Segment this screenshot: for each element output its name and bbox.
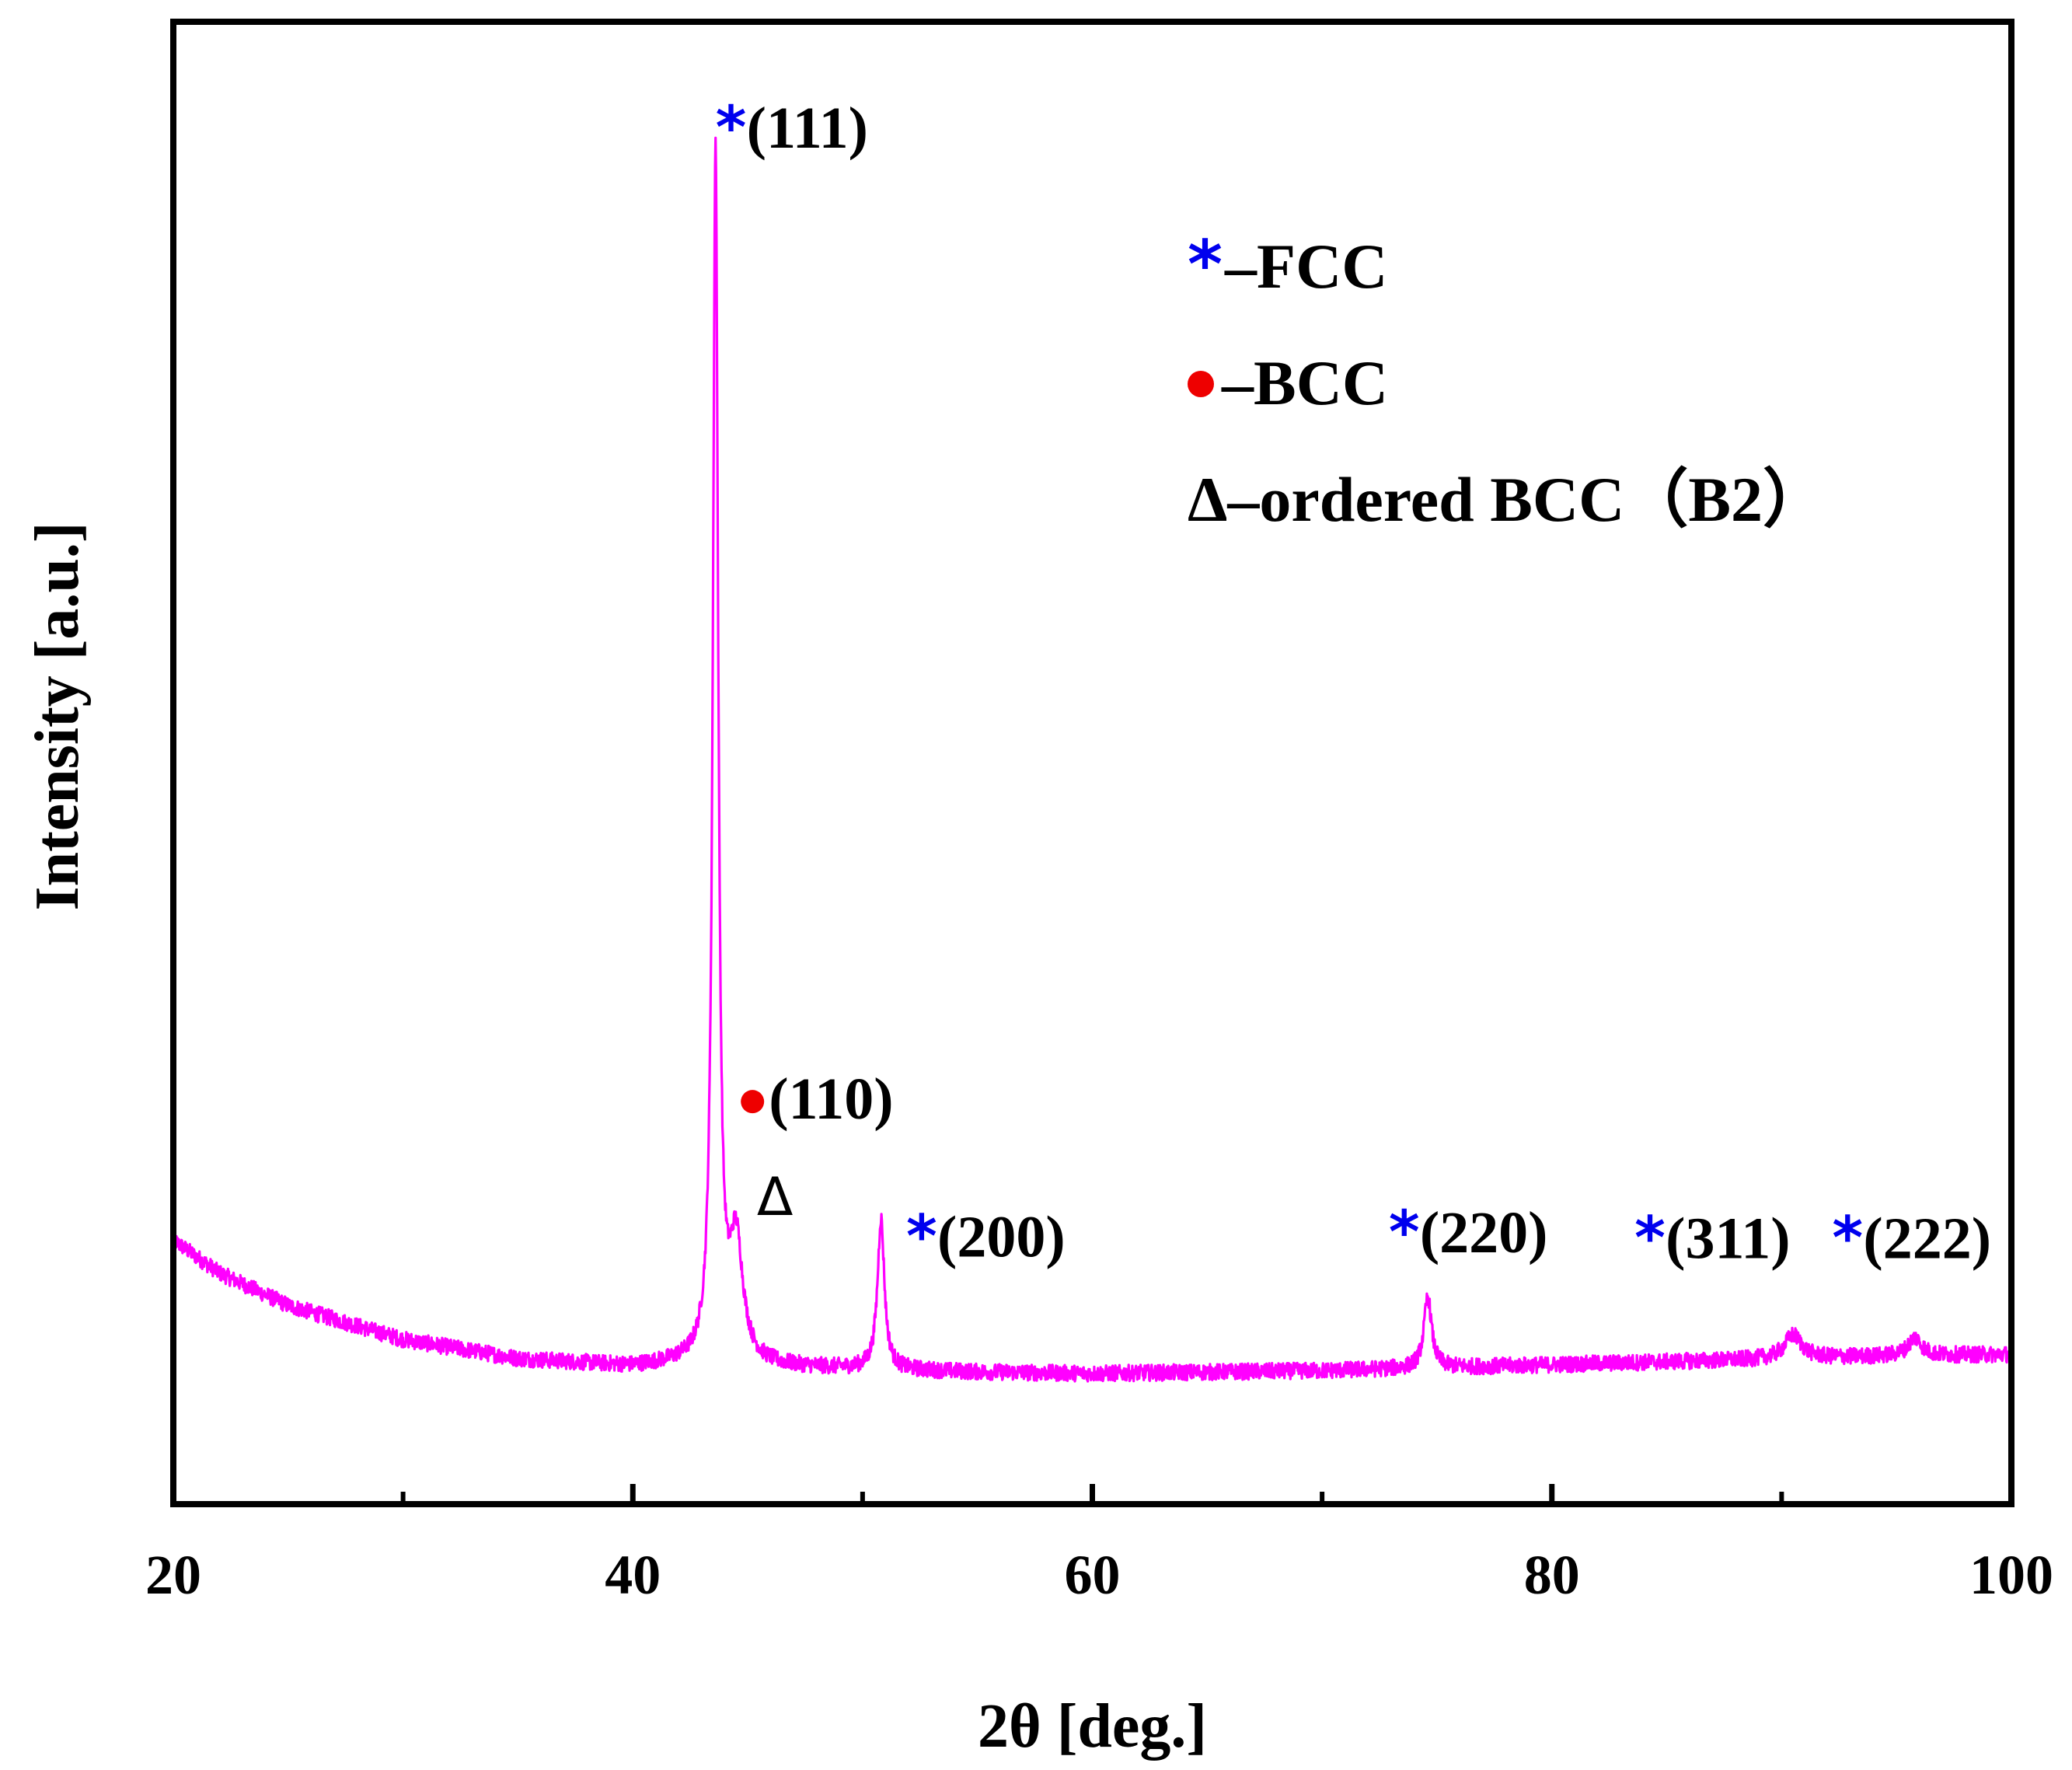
- fcc-star-marker: *: [1634, 1203, 1666, 1272]
- peak-annotation-p222: * (222): [1832, 1203, 1991, 1272]
- plot-frame: [170, 19, 2014, 1507]
- peak-annotation-p110: (110): [741, 1067, 894, 1132]
- peak-label: (220): [1420, 1200, 1548, 1266]
- peak-annotation-pB2: Δ: [757, 1167, 794, 1228]
- fcc-star-marker: *: [1832, 1203, 1863, 1272]
- x-tick-label: 80: [1524, 1544, 1580, 1606]
- legend-entry: –BCC: [1188, 347, 1388, 418]
- peak-label: Δ: [757, 1167, 794, 1228]
- fcc-star-marker: *: [906, 1202, 937, 1271]
- xrd-pattern-line: [172, 136, 2013, 1475]
- fcc-star-marker: *: [716, 93, 747, 162]
- legend-bcc-dot: [1188, 371, 1214, 397]
- plot-area: [172, 136, 2013, 1475]
- x-tick-label: 40: [605, 1544, 661, 1606]
- peak-label: (111): [747, 96, 868, 161]
- peak-annotation-p220: * (220): [1389, 1197, 1548, 1266]
- peak-label: (222): [1863, 1206, 1991, 1271]
- peak-label: (200): [937, 1205, 1066, 1270]
- legend: * –FCC –BCC Δ–ordered BCC（B2）: [1188, 226, 1826, 535]
- legend-entry: * –FCC: [1188, 226, 1388, 304]
- x-axis-title: 2θ [deg.]: [978, 1692, 1207, 1761]
- legend-label: Δ–ordered BCC（B2）: [1188, 464, 1826, 535]
- legend-label: –FCC: [1224, 231, 1388, 302]
- x-tick-label: 100: [1969, 1544, 2053, 1606]
- legend-label: –BCC: [1221, 347, 1388, 418]
- bcc-dot-marker: [741, 1090, 765, 1114]
- peak-label: (311): [1666, 1206, 1790, 1271]
- peak-label: (110): [769, 1067, 893, 1132]
- fcc-star-marker: *: [1389, 1197, 1420, 1266]
- x-tick-label: 20: [145, 1544, 201, 1606]
- peak-annotation-p311: * (311): [1634, 1203, 1790, 1272]
- y-axis-title: Intensity [a.u.]: [23, 522, 92, 910]
- axes: 20 40 60 80 100: [145, 19, 2053, 1606]
- peak-annotation-p200: * (200): [906, 1202, 1066, 1271]
- peak-annotations: * (111)(110)Δ* (200) * (220) * (311) * (222): [716, 93, 1991, 1272]
- legend-fcc-star: *: [1188, 226, 1223, 304]
- legend-entry: Δ–ordered BCC（B2）: [1188, 464, 1826, 535]
- x-tick-label: 60: [1065, 1544, 1121, 1606]
- peak-annotation-p111: * (111): [716, 93, 868, 162]
